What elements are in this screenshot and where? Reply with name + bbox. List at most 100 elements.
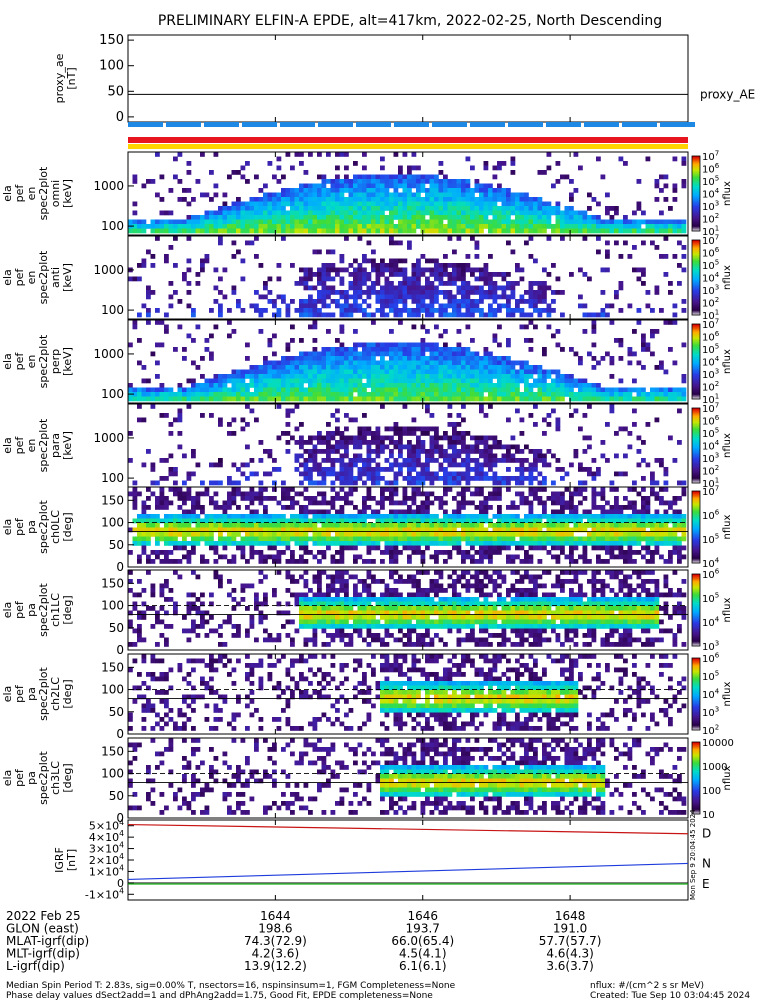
heatmap-cell xyxy=(254,365,259,370)
heatmap-cell xyxy=(510,228,516,234)
heatmap-cell xyxy=(447,356,453,361)
heatmap-cell xyxy=(222,518,228,524)
heatmap-cell xyxy=(258,559,264,564)
heatmap-cell xyxy=(546,206,552,211)
heatmap-cell xyxy=(285,496,291,501)
heatmap-cell xyxy=(362,365,367,370)
heatmap-cell xyxy=(429,426,435,432)
heatmap-cell xyxy=(200,228,205,234)
heatmap-cell xyxy=(389,383,394,388)
heatmap-cell xyxy=(303,496,309,501)
heatmap-cell xyxy=(488,365,493,370)
heatmap-cell xyxy=(402,258,408,264)
heatmap-cell xyxy=(339,267,345,273)
heatmap-cell xyxy=(668,347,673,352)
heatmap-cell xyxy=(510,206,516,211)
heatmap-cell xyxy=(393,500,399,506)
heatmap-cell xyxy=(636,392,642,397)
heatmap-cell xyxy=(375,545,381,551)
heatmap-cell xyxy=(420,491,426,497)
heatmap-cell xyxy=(389,285,394,291)
heatmap-cell xyxy=(285,369,291,375)
heatmap-cell xyxy=(312,324,318,330)
heatmap-cell xyxy=(452,206,457,211)
heatmap-cell xyxy=(447,183,453,189)
heatmap-cell xyxy=(497,356,502,361)
heatmap-cell xyxy=(407,374,412,379)
heatmap-cell xyxy=(276,396,282,402)
heatmap-cell xyxy=(645,228,651,234)
heatmap-cell xyxy=(488,351,493,357)
heatmap-cell xyxy=(303,369,309,375)
heatmap-cell xyxy=(366,360,372,366)
heatmap-cell xyxy=(213,383,219,388)
heatmap-cell xyxy=(456,435,462,441)
heatmap-cell xyxy=(150,254,156,259)
heatmap-cell xyxy=(506,541,511,546)
heatmap-cell xyxy=(483,294,489,300)
heatmap-cell xyxy=(249,201,255,207)
heatmap-cell xyxy=(609,480,615,486)
heatmap-cell xyxy=(533,422,538,427)
heatmap-cell xyxy=(614,392,619,397)
heatmap-cell xyxy=(371,215,376,220)
heatmap-cell xyxy=(614,396,619,402)
colorbar-cell xyxy=(692,280,700,282)
heatmap-cell xyxy=(267,338,273,343)
heatmap-cell xyxy=(177,487,183,492)
heatmap-cell xyxy=(245,491,250,497)
heatmap-cell xyxy=(537,365,543,370)
heatmap-cell xyxy=(375,210,381,216)
heatmap-cell xyxy=(164,559,169,564)
heatmap-cell xyxy=(281,365,286,370)
heatmap-cell xyxy=(497,303,502,309)
heatmap-cell xyxy=(236,392,241,397)
heatmap-cell xyxy=(326,215,331,220)
heatmap-cell xyxy=(339,201,345,207)
heatmap-cell xyxy=(515,219,520,225)
heatmap-cell xyxy=(191,449,196,454)
heatmap-cell xyxy=(546,462,552,468)
colorbar-label: nflux xyxy=(722,433,733,458)
colorbar-cell xyxy=(692,342,700,345)
heatmap-cell xyxy=(173,536,178,542)
heatmap-cell xyxy=(506,201,511,207)
heatmap-cell xyxy=(537,449,543,454)
heatmap-cell xyxy=(308,458,313,463)
heatmap-cell xyxy=(569,228,574,234)
heatmap-cell xyxy=(380,514,385,519)
heatmap-cell xyxy=(186,527,192,533)
heatmap-cell xyxy=(461,197,466,202)
heatmap-cell xyxy=(317,267,322,273)
heatmap-cell xyxy=(146,294,151,300)
heatmap-cell xyxy=(357,210,363,216)
heatmap-cell xyxy=(546,369,552,375)
colorbar-cell xyxy=(692,246,700,248)
colorbar-cell xyxy=(692,176,700,178)
heatmap-cell xyxy=(438,374,444,379)
heatmap-cell xyxy=(375,174,381,180)
heatmap-cell xyxy=(380,294,385,300)
heatmap-cell xyxy=(254,290,259,295)
heatmap-cell xyxy=(236,491,241,497)
heatmap-cell xyxy=(407,285,412,291)
heatmap-cell xyxy=(357,272,363,277)
heatmap-cell xyxy=(447,471,453,477)
heatmap-cell xyxy=(600,356,606,361)
heatmap-cell xyxy=(353,536,358,542)
heatmap-cell xyxy=(411,347,417,352)
heatmap-cell xyxy=(465,444,471,450)
heatmap-cell xyxy=(186,541,192,546)
heatmap-cell xyxy=(362,281,367,286)
heatmap-cell xyxy=(434,554,439,560)
heatmap-cell xyxy=(344,374,349,379)
heatmap-cell xyxy=(533,404,538,409)
heatmap-cell xyxy=(132,228,138,234)
heatmap-cell xyxy=(195,541,201,546)
heatmap-cell xyxy=(339,431,345,436)
heatmap-cell xyxy=(330,192,336,198)
heatmap-cell xyxy=(596,467,601,472)
heatmap-cell xyxy=(483,161,489,166)
heatmap-cell xyxy=(353,487,358,492)
ylabel-spectrum-3-line: ela xyxy=(1,437,14,454)
